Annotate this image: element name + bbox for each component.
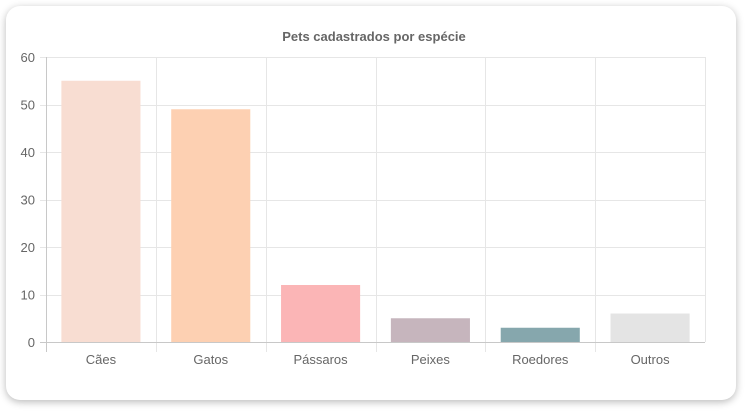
x-tick-label: Outros <box>631 352 671 367</box>
x-tick-label: Pássaros <box>293 352 348 367</box>
y-tick-label: 0 <box>28 335 35 350</box>
chart-title: Pets cadastrados por espécie <box>282 29 466 44</box>
y-tick-label: 10 <box>21 288 35 303</box>
x-tick-label: Gatos <box>193 352 228 367</box>
x-tick-label: Peixes <box>411 352 451 367</box>
y-tick-label: 20 <box>21 240 35 255</box>
tick-labels: 0 10 20 30 40 50 60 Cães Gatos Pássaros Peixes Roed… <box>21 50 671 367</box>
y-tick-label: 60 <box>21 50 35 65</box>
bar-3 <box>390 318 470 342</box>
grid-lines <box>40 57 706 352</box>
bars <box>61 80 690 342</box>
bar-1 <box>171 109 251 342</box>
bar-0 <box>61 80 141 342</box>
y-tick-label: 40 <box>21 145 35 160</box>
x-tick-label: Roedores <box>512 352 569 367</box>
axes <box>40 57 705 352</box>
bar-4 <box>500 327 580 342</box>
bar-2 <box>281 285 361 342</box>
bar-5 <box>610 313 690 342</box>
y-tick-label: 50 <box>21 98 35 113</box>
x-tick-label: Cães <box>86 352 117 367</box>
y-tick-label: 30 <box>21 193 35 208</box>
